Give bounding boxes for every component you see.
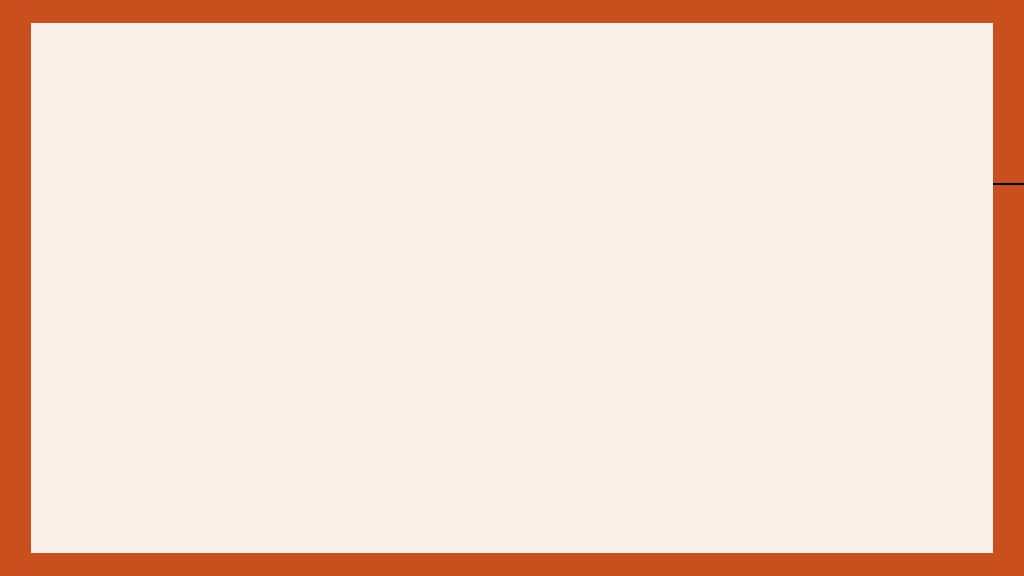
Text: •: •	[530, 301, 542, 320]
Text: •: •	[530, 209, 542, 228]
Text: 30: 30	[958, 537, 973, 548]
Text: Oregon Department of Education: Oregon Department of Education	[51, 537, 237, 548]
Text: You want students to learn how to
complete the different item types: You want students to learn how to comple…	[85, 287, 346, 324]
Text: You want students to experience
items across all claim areas.: You want students to experience items ac…	[551, 301, 802, 338]
FancyBboxPatch shape	[46, 141, 497, 507]
Text: You want students to see grade level
items and practice responding to
those item: You want students to see grade level ite…	[551, 209, 834, 267]
Text: •: •	[65, 287, 76, 306]
Text: Your intent is NOT to look at grade
level content or items at the
appropriate le: Your intent is NOT to look at grade leve…	[85, 377, 349, 435]
Text: Training Tests vs. Sample Tests: Training Tests vs. Sample Tests	[56, 53, 653, 91]
Text: Training: Training	[749, 159, 830, 177]
Text: Use the: Use the	[530, 159, 614, 177]
Text: •: •	[65, 209, 76, 228]
FancyBboxPatch shape	[522, 150, 978, 403]
Text: •: •	[65, 377, 76, 396]
Text: You want to familiarize students how
to navigate the test, including
universal t: You want to familiarize students how to …	[85, 209, 367, 267]
Text: TAM, Section 6.3: Preparing Students for Testing: TAM, Section 6.3: Preparing Students for…	[623, 494, 957, 508]
Text: OSAS Portal: OSAS Portal	[866, 462, 957, 477]
Text: Use the: Use the	[56, 159, 140, 177]
